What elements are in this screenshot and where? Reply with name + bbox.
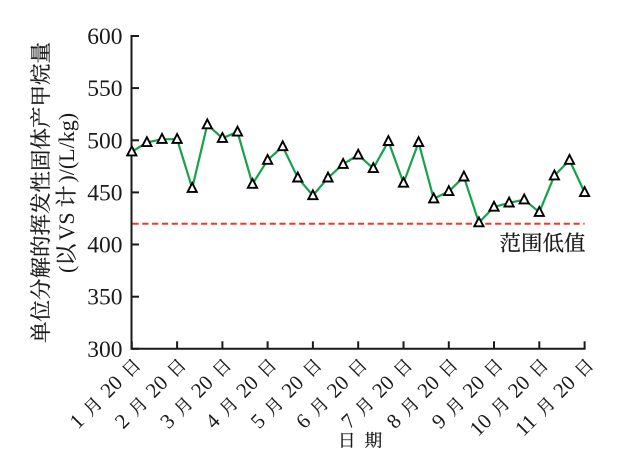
svg-text:550: 550 <box>87 76 122 102</box>
svg-text:350: 350 <box>87 285 122 311</box>
svg-text:500: 500 <box>87 128 122 154</box>
svg-text:400: 400 <box>87 233 122 259</box>
svg-text:600: 600 <box>87 24 122 50</box>
svg-text:450: 450 <box>87 180 122 206</box>
svg-text:)/(L/kg): )/(L/kg) <box>54 113 79 183</box>
svg-text:300: 300 <box>87 337 122 363</box>
svg-text:(: ( <box>54 266 79 273</box>
svg-text:VS: VS <box>54 212 79 240</box>
